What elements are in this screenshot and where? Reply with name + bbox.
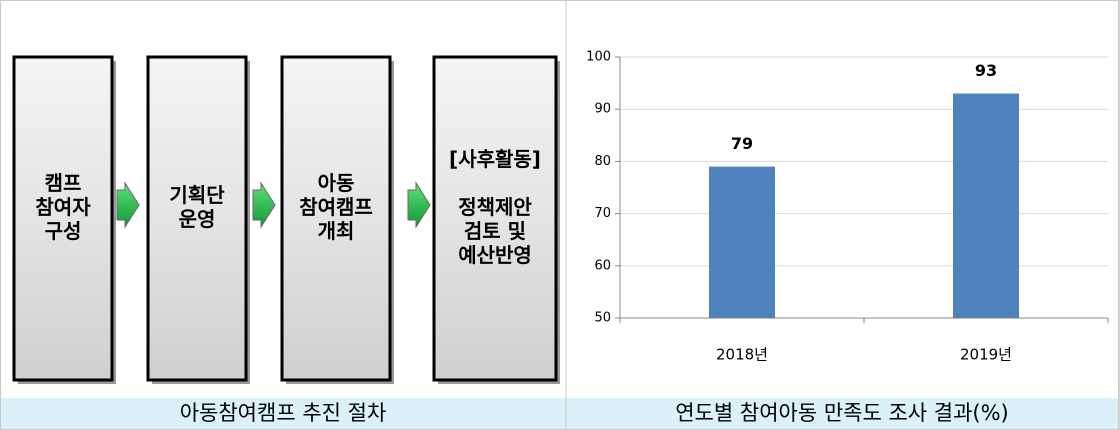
step-text: 운영 — [179, 207, 216, 231]
step-text: 기획단 — [169, 183, 225, 207]
step-text: 예산반영 — [458, 243, 532, 267]
step-text: 검토 및 — [464, 219, 526, 243]
caption: 연도별 참여아동 만족도 조사 결과(%) — [675, 401, 1009, 425]
step-text: 참여자 — [35, 195, 91, 219]
arrows — [116, 181, 431, 229]
step-text: 아동 — [318, 171, 355, 195]
step-box — [146, 55, 248, 382]
y-tick-label: 70 — [594, 206, 611, 221]
y-tick-label: 50 — [594, 311, 611, 326]
arrow — [252, 181, 276, 229]
step-box — [280, 55, 392, 382]
step-box — [12, 55, 114, 382]
data-label: 93 — [975, 61, 997, 80]
step-text: 정책제안 — [458, 195, 532, 219]
arrow — [116, 181, 140, 229]
bar — [709, 166, 775, 318]
step-text: 참여캠프 — [299, 195, 373, 219]
y-tick-label: 80 — [594, 154, 611, 169]
y-tick-label: 60 — [594, 258, 611, 273]
y-tick-label: 100 — [586, 50, 611, 65]
step-text: 개최 — [318, 219, 355, 243]
step-text: [사후활동] — [449, 147, 541, 171]
caption: 아동참여캠프 추진 절차 — [180, 401, 387, 425]
x-tick-label: 2018년 — [716, 346, 768, 364]
step-text: 구성 — [45, 219, 82, 243]
data-label: 79 — [731, 134, 753, 153]
caption-bar — [1, 398, 1118, 429]
x-tick-label: 2019년 — [960, 346, 1012, 364]
bar — [953, 93, 1019, 318]
arrow — [407, 181, 431, 229]
y-tick-label: 90 — [594, 102, 611, 117]
step-text: 캠프 — [45, 171, 82, 195]
step-box — [432, 55, 558, 382]
